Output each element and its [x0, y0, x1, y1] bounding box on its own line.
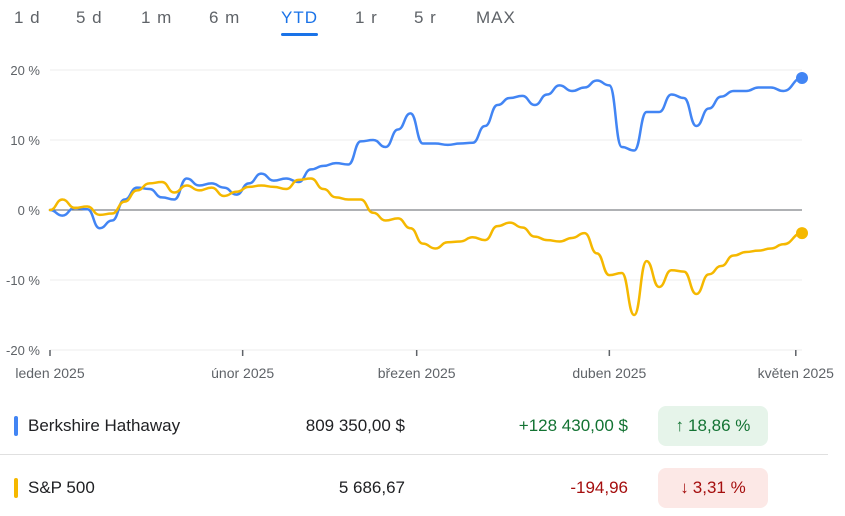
- arrow-down-icon: ↓: [680, 478, 689, 497]
- comparison-line-chart: 20 % 10 % 0 % -10 % -20 % leden 2025 únor 202…: [6, 63, 834, 381]
- tab-ytd[interactable]: YTD: [281, 8, 318, 36]
- y-tick-label: -10 %: [6, 273, 40, 288]
- x-tick-label: leden 2025: [15, 365, 85, 381]
- security-price: 809 350,00 $: [305, 416, 405, 435]
- percent-change-badge: ↑ 18,86 %: [658, 406, 768, 446]
- series-end-marker-0: [796, 71, 808, 84]
- series-color-swatch: [14, 478, 18, 498]
- tab-1d[interactable]: 1 d: [14, 8, 41, 27]
- y-tick-label: 20 %: [10, 63, 40, 78]
- security-name: Berkshire Hathaway: [28, 416, 181, 435]
- percent-change-badge: ↓ 3,31 %: [658, 468, 768, 508]
- timeframe-tabs: 1 d 5 d 1 m 6 m YTD 1 r 5 r MAX: [0, 0, 845, 40]
- x-tick-label: květen 2025: [758, 365, 834, 381]
- y-tick-label: 10 %: [10, 133, 40, 148]
- price-change: +128 430,00 $: [518, 416, 628, 435]
- comparison-row-berkshire[interactable]: Berkshire Hathaway 809 350,00 $ +128 430…: [0, 398, 828, 455]
- x-tick-label: březen 2025: [378, 365, 456, 381]
- x-tick-label: duben 2025: [572, 365, 646, 381]
- y-tick-label: 0 %: [18, 203, 41, 218]
- comparison-row-sp500[interactable]: S&P 500 5 686,67 -194,96 ↓ 3,31 %: [0, 460, 828, 516]
- series-line-0: [48, 76, 804, 230]
- percent-change-value: 18,86 %: [688, 416, 751, 435]
- tab-5d[interactable]: 5 d: [76, 8, 103, 27]
- tab-1r[interactable]: 1 r: [355, 8, 378, 27]
- series-color-swatch: [14, 416, 18, 436]
- tab-5r[interactable]: 5 r: [414, 8, 437, 27]
- y-tick-label: -20 %: [6, 343, 40, 358]
- security-name: S&P 500: [28, 478, 95, 497]
- security-price: 5 686,67: [338, 478, 405, 497]
- tab-max[interactable]: MAX: [476, 8, 516, 27]
- tab-6m[interactable]: 6 m: [209, 8, 241, 27]
- arrow-up-icon: ↑: [675, 416, 685, 435]
- series-line-1: [48, 177, 804, 317]
- price-change: -194,96: [570, 478, 628, 497]
- percent-change-value: 3,31 %: [692, 478, 746, 497]
- x-tick-label: únor 2025: [211, 365, 274, 381]
- series-end-marker-1: [796, 227, 808, 240]
- tab-1m[interactable]: 1 m: [141, 8, 173, 27]
